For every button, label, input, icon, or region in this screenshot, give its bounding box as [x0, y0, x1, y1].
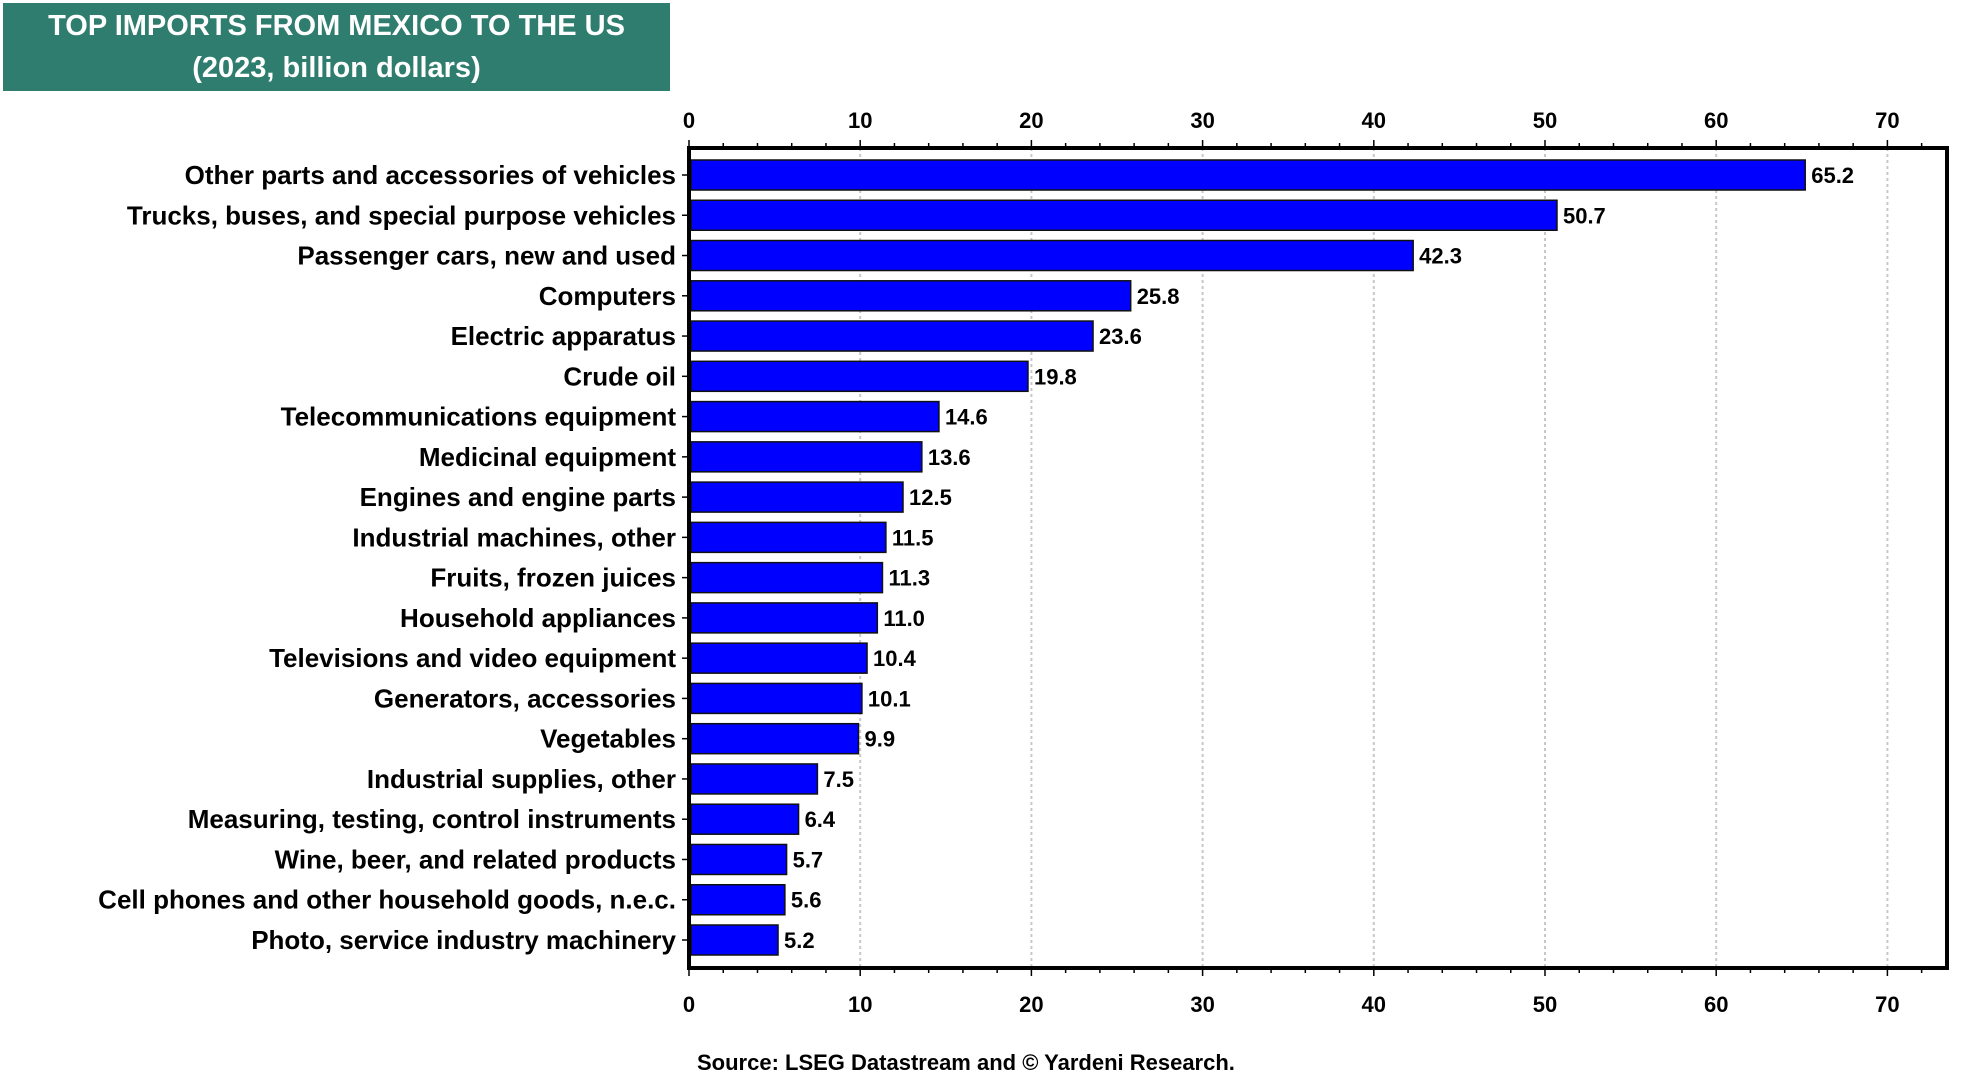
x-tick-label-top: 30	[1190, 108, 1214, 133]
category-label: Medicinal equipment	[419, 442, 676, 472]
data-label: 11.0	[883, 606, 925, 631]
data-label: 25.8	[1137, 284, 1180, 309]
category-label: Household appliances	[400, 603, 676, 633]
category-label: Other parts and accessories of vehicles	[185, 160, 676, 190]
category-label: Fruits, frozen juices	[430, 563, 676, 593]
data-label: 11.3	[888, 566, 930, 591]
data-label: 5.7	[793, 847, 824, 872]
x-tick-label-bottom: 10	[848, 992, 872, 1017]
chart-subtitle: (2023, billion dollars)	[192, 52, 481, 84]
x-tick-label-top: 20	[1019, 108, 1043, 133]
bar	[690, 924, 779, 956]
category-label: Trucks, buses, and special purpose vehic…	[127, 200, 676, 230]
bar	[690, 883, 786, 916]
x-tick-label-top: 10	[848, 108, 872, 133]
category-label: Crude oil	[563, 361, 676, 391]
x-tick-label-top: 40	[1362, 108, 1386, 133]
data-label: 6.4	[805, 807, 836, 832]
bar	[690, 561, 884, 594]
x-tick-label-bottom: 0	[683, 992, 695, 1017]
bar	[690, 360, 1029, 393]
data-label: 10.1	[868, 686, 911, 711]
category-label: Photo, service industry machinery	[251, 925, 676, 955]
x-tick-label-bottom: 60	[1704, 992, 1728, 1017]
data-label: 19.8	[1034, 364, 1077, 389]
bar	[690, 320, 1094, 352]
category-label: Computers	[539, 281, 676, 311]
x-tick-label-bottom: 20	[1019, 992, 1043, 1017]
category-label: Televisions and video equipment	[269, 643, 676, 673]
category-label: Vegetables	[540, 724, 676, 754]
bar	[690, 642, 868, 674]
data-label: 65.2	[1811, 163, 1854, 188]
category-label: Generators, accessories	[374, 683, 676, 713]
bar	[690, 843, 788, 876]
category-label: Telecommunications equipment	[281, 402, 677, 432]
bar	[690, 159, 1806, 191]
data-label: 5.6	[791, 888, 822, 913]
chart-title: TOP IMPORTS FROM MEXICO TO THE US	[48, 10, 625, 42]
x-tick-label-bottom: 30	[1190, 992, 1214, 1017]
bar	[690, 763, 819, 795]
bar	[690, 280, 1132, 312]
data-label: 5.2	[784, 928, 815, 953]
data-label: 10.4	[873, 646, 917, 671]
data-label: 13.6	[928, 445, 971, 470]
data-label: 11.5	[892, 525, 934, 550]
x-tick-label-top: 50	[1533, 108, 1557, 133]
data-label: 42.3	[1419, 244, 1462, 269]
bar	[690, 199, 1558, 232]
x-tick-label-bottom: 70	[1875, 992, 1899, 1017]
bar	[690, 722, 860, 755]
category-label: Passenger cars, new and used	[297, 241, 676, 271]
data-label: 12.5	[909, 485, 952, 510]
x-tick-label-bottom: 40	[1362, 992, 1386, 1017]
bar	[690, 521, 887, 554]
source-note: Source: LSEG Datastream and © Yardeni Re…	[697, 1050, 1235, 1075]
bar	[690, 400, 940, 433]
x-tick-label-bottom: 50	[1533, 992, 1557, 1017]
bar	[690, 441, 923, 473]
bar	[690, 481, 904, 513]
bar	[690, 602, 879, 634]
plot-frame	[687, 146, 1949, 970]
category-label: Cell phones and other household goods, n…	[98, 885, 676, 915]
x-tick-label-top: 0	[683, 108, 695, 133]
category-label: Measuring, testing, control instruments	[188, 804, 676, 834]
chart-title-box: TOP IMPORTS FROM MEXICO TO THE US (2023,…	[3, 3, 670, 91]
data-label: 7.5	[823, 767, 854, 792]
category-label: Engines and engine parts	[360, 482, 676, 512]
category-label: Industrial machines, other	[352, 522, 676, 552]
data-label: 14.6	[945, 405, 988, 430]
bar	[690, 682, 863, 715]
bar	[690, 803, 800, 835]
x-tick-label-top: 70	[1875, 108, 1899, 133]
category-label: Industrial supplies, other	[367, 764, 676, 794]
category-label: Wine, beer, and related products	[275, 844, 676, 874]
data-label: 50.7	[1563, 203, 1606, 228]
data-label: 9.9	[864, 727, 895, 752]
x-tick-label-top: 60	[1704, 108, 1728, 133]
data-label: 23.6	[1099, 324, 1142, 349]
bar	[690, 239, 1414, 272]
category-label: Electric apparatus	[451, 321, 676, 351]
